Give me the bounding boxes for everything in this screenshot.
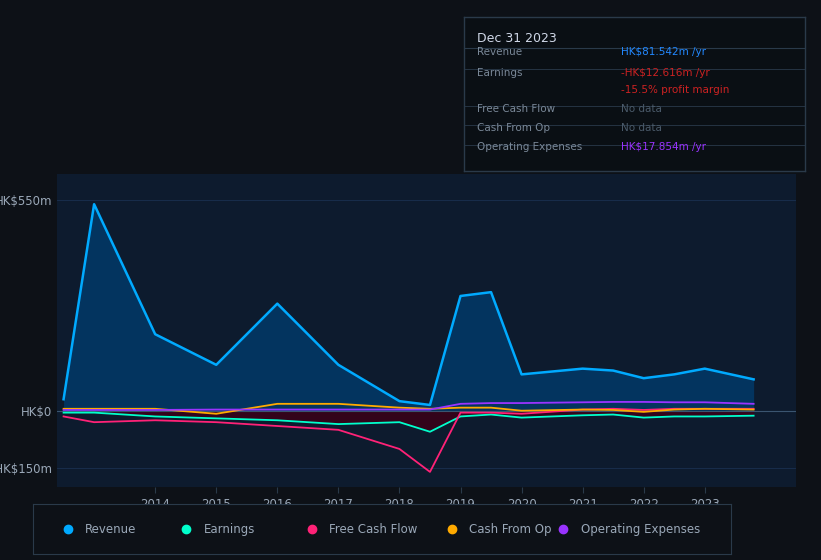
Text: Cash From Op: Cash From Op	[478, 123, 551, 133]
Text: HK$81.542m /yr: HK$81.542m /yr	[621, 47, 705, 57]
Text: No data: No data	[621, 123, 662, 133]
Text: Revenue: Revenue	[478, 47, 523, 57]
Text: -HK$12.616m /yr: -HK$12.616m /yr	[621, 68, 709, 78]
Text: Cash From Op: Cash From Op	[469, 522, 552, 536]
Text: Earnings: Earnings	[478, 68, 523, 78]
Text: Operating Expenses: Operating Expenses	[580, 522, 699, 536]
Text: Dec 31 2023: Dec 31 2023	[478, 32, 557, 45]
Text: No data: No data	[621, 104, 662, 114]
Text: Revenue: Revenue	[85, 522, 136, 536]
Text: -15.5% profit margin: -15.5% profit margin	[621, 85, 729, 95]
Text: Free Cash Flow: Free Cash Flow	[478, 104, 556, 114]
Text: Free Cash Flow: Free Cash Flow	[329, 522, 418, 536]
Text: Earnings: Earnings	[204, 522, 255, 536]
Text: HK$17.854m /yr: HK$17.854m /yr	[621, 142, 705, 152]
Text: Operating Expenses: Operating Expenses	[478, 142, 583, 152]
